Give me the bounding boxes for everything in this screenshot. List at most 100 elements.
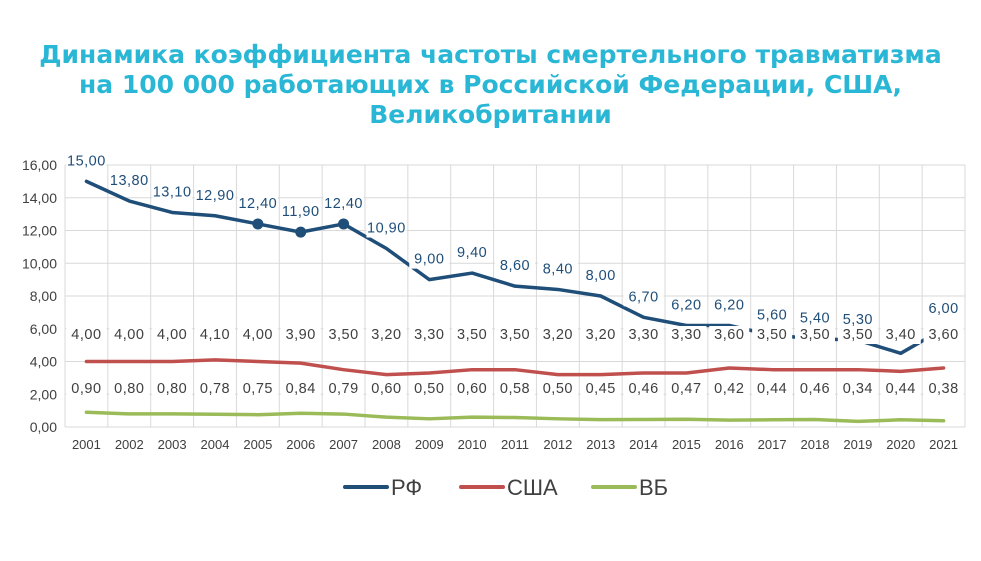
x-tick-label: 2003 xyxy=(158,437,187,452)
data-label-bg xyxy=(709,380,750,398)
data-label: 6,20 xyxy=(671,297,701,313)
series-line-ВБ xyxy=(84,410,946,424)
data-label: 0,45 xyxy=(586,381,616,397)
data-label: 15,00 xyxy=(67,153,106,169)
data-label: 3,50 xyxy=(757,327,787,343)
legend-label-ВБ: ВБ xyxy=(639,475,668,500)
data-label: 0,80 xyxy=(157,381,187,397)
data-label: 4,00 xyxy=(71,327,101,343)
data-label: 0,78 xyxy=(200,381,230,397)
data-label-bg xyxy=(795,326,835,344)
data-label-bg xyxy=(623,326,664,344)
data-label: 8,60 xyxy=(500,258,530,274)
data-label: 5,40 xyxy=(800,311,830,327)
data-label: 3,50 xyxy=(328,327,358,343)
data-label: 3,50 xyxy=(457,327,487,343)
data-label-bg xyxy=(409,380,450,398)
data-label: 0,38 xyxy=(928,381,958,397)
data-label: 0,34 xyxy=(843,381,873,397)
data-label-bg xyxy=(537,260,578,279)
x-tick-label: 2009 xyxy=(415,437,444,452)
data-label: 5,30 xyxy=(843,312,873,328)
data-label-bg xyxy=(109,380,150,398)
data-label-bg xyxy=(409,326,450,344)
data-label-bg xyxy=(580,380,621,398)
x-tick-label: 2014 xyxy=(629,437,658,452)
data-label-bg xyxy=(152,183,193,202)
x-tick-label: 2001 xyxy=(72,437,101,452)
data-label: 12,90 xyxy=(196,188,235,204)
data-label: 3,20 xyxy=(586,327,616,343)
y-tick-label: 2,00 xyxy=(30,386,57,402)
data-label: 3,50 xyxy=(843,327,873,343)
legend-label-США: США xyxy=(507,475,558,500)
data-label-bg xyxy=(580,326,621,344)
series-marker xyxy=(295,226,307,238)
data-label: 0,50 xyxy=(543,381,573,397)
x-tick-label: 2018 xyxy=(801,437,830,452)
data-label: 12,40 xyxy=(324,196,363,212)
data-label-bg xyxy=(752,326,793,344)
data-label-bg xyxy=(709,296,750,315)
data-label: 4,10 xyxy=(200,327,230,343)
x-tick-label: 2002 xyxy=(115,437,144,452)
data-label-bg xyxy=(195,186,235,205)
data-label-bg xyxy=(709,326,750,344)
y-tick-label: 12,00 xyxy=(22,223,57,239)
data-label: 5,60 xyxy=(757,307,787,323)
data-label-bg xyxy=(323,194,364,213)
data-label: 0,60 xyxy=(457,381,487,397)
data-label: 3,50 xyxy=(800,327,830,343)
x-tick-label: 2004 xyxy=(201,437,230,452)
data-label-bg xyxy=(537,326,578,344)
data-label-bg xyxy=(752,380,793,398)
data-label: 0,90 xyxy=(71,381,101,397)
data-label: 11,90 xyxy=(282,204,320,220)
x-tick-label: 2021 xyxy=(929,437,958,452)
data-label-bg xyxy=(109,172,150,191)
data-label: 0,84 xyxy=(286,381,316,397)
data-label-bg xyxy=(366,219,407,238)
y-tick-label: 4,00 xyxy=(30,354,57,370)
chart-title: Динамика коэффициента частоты смертельно… xyxy=(39,40,942,129)
data-label: 13,10 xyxy=(153,184,192,200)
y-tick-label: 0,00 xyxy=(30,419,57,435)
data-label-bg xyxy=(837,326,878,344)
data-label: 3,30 xyxy=(671,327,701,343)
data-label-bg xyxy=(623,288,664,307)
data-label-bg xyxy=(280,380,321,398)
data-label: 4,00 xyxy=(157,327,187,343)
data-label: 6,00 xyxy=(928,301,958,317)
data-label: 0,50 xyxy=(414,381,444,397)
y-tick-label: 14,00 xyxy=(22,190,57,206)
data-label: 10,90 xyxy=(367,221,406,237)
data-label-bg xyxy=(880,326,921,344)
data-label: 3,60 xyxy=(714,327,744,343)
y-tick-label: 8,00 xyxy=(30,288,57,304)
data-label: 8,40 xyxy=(543,261,573,277)
y-tick-label: 10,00 xyxy=(22,255,57,271)
data-label: 0,80 xyxy=(114,381,144,397)
x-tick-label: 2012 xyxy=(543,437,572,452)
data-label: 6,70 xyxy=(628,289,658,305)
series-line-США xyxy=(84,358,946,377)
x-tick-label: 2017 xyxy=(758,437,787,452)
data-label-bg xyxy=(795,309,835,328)
data-label: 3,30 xyxy=(628,327,658,343)
data-label-bg xyxy=(666,326,707,344)
data-label: 8,00 xyxy=(586,268,616,284)
data-label: 0,46 xyxy=(628,381,658,397)
data-label: 0,42 xyxy=(714,381,744,397)
x-tick-label: 2008 xyxy=(372,437,401,452)
x-tick-label: 2019 xyxy=(843,437,872,452)
data-label-bg xyxy=(495,380,535,398)
data-label-bg xyxy=(580,267,621,285)
data-label-bg xyxy=(837,380,878,398)
data-label-bg xyxy=(923,326,964,344)
data-label-bg xyxy=(323,380,364,398)
x-tick-label: 2011 xyxy=(501,437,529,452)
data-label-bg xyxy=(452,380,493,398)
x-tick-label: 2013 xyxy=(586,437,615,452)
data-label-bg xyxy=(66,152,107,171)
data-label-bg xyxy=(152,380,193,398)
